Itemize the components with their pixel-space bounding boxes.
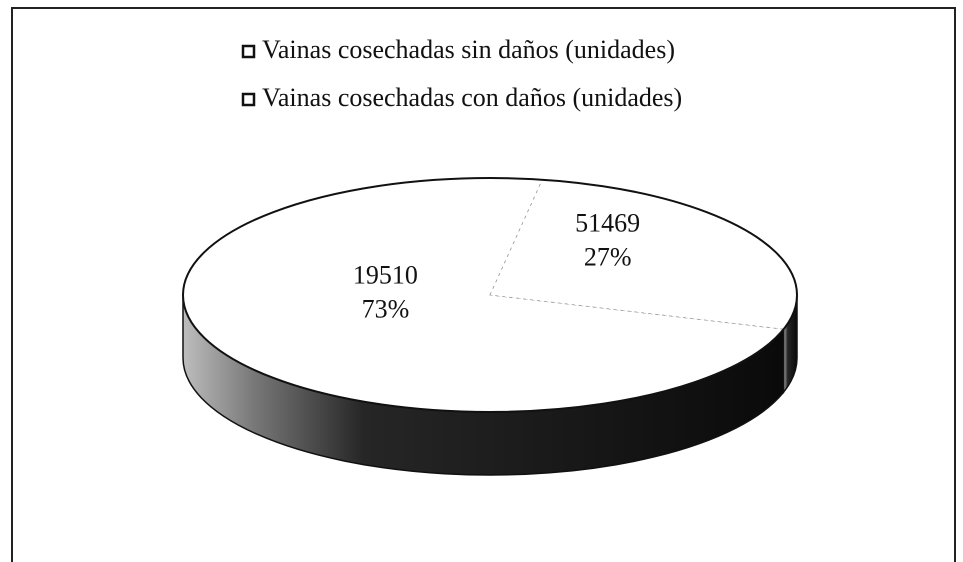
count-label: 51469 bbox=[575, 208, 640, 237]
legend-swatch bbox=[241, 44, 256, 59]
legend-swatch bbox=[241, 92, 256, 107]
chart-frame bbox=[11, 7, 956, 562]
pie-slice bbox=[182, 177, 785, 413]
legend-label: Vainas cosechadas con daños (unidades) bbox=[262, 83, 682, 112]
percent-label: 73% bbox=[362, 294, 410, 323]
percent-label: 27% bbox=[584, 242, 632, 271]
pie-outline bbox=[182, 177, 798, 413]
count-label: 19510 bbox=[353, 260, 418, 289]
legend-label: Vainas cosechadas sin daños (unidades) bbox=[262, 35, 675, 64]
